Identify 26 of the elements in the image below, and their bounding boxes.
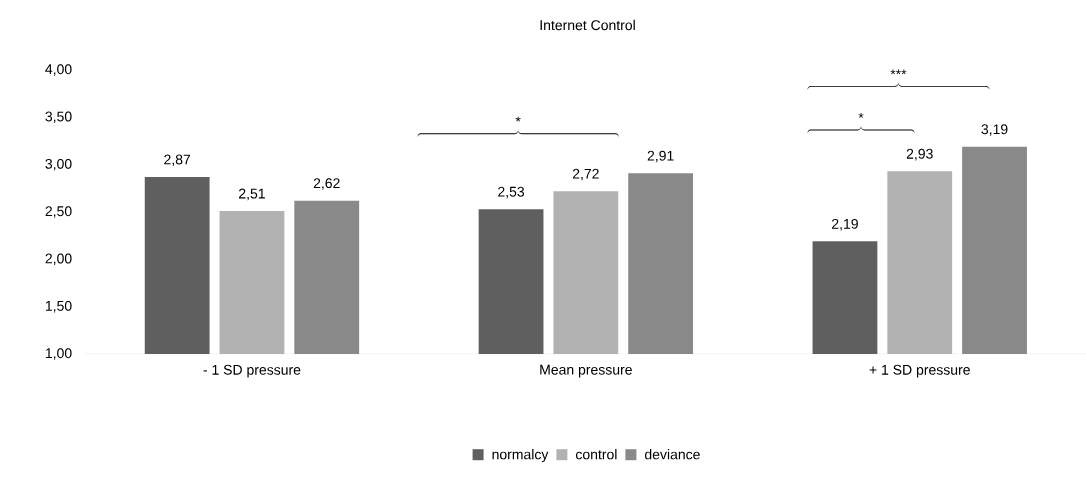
y-tick-label: 2,00 [45,253,72,266]
legend-label: deviance [644,449,700,460]
y-tick-label: 1,50 [45,300,72,313]
data-label: 3,19 [981,124,1008,136]
data-label: 2,91 [647,150,674,163]
x-tick-label: - 1 SD pressure [203,364,301,378]
data-label: 2,93 [906,148,933,161]
data-label: 2,51 [239,188,265,201]
chart-title: Internet Control [540,19,635,31]
data-label: 2,53 [498,186,525,199]
y-tick-label: 3,50 [45,111,72,124]
annotation: * [515,116,521,122]
data-label: 2,62 [313,178,340,190]
y-tick-label: 4,00 [45,64,72,76]
data-label: 2,19 [832,218,858,231]
y-tick-label: 2,50 [45,206,72,218]
y-tick-label: 3,00 [45,158,72,171]
x-tick-label: Mean pressure [540,364,632,378]
legend-label: control [575,449,617,460]
data-label: 2,72 [572,168,599,181]
annotation: * [858,112,864,118]
legend-label: normalcy [492,449,549,463]
x-tick-label: + 1 SD pressure [869,364,970,378]
data-label: 2,87 [164,154,191,167]
y-tick-label: 1,00 [45,348,72,360]
annotation: *** [890,69,907,75]
